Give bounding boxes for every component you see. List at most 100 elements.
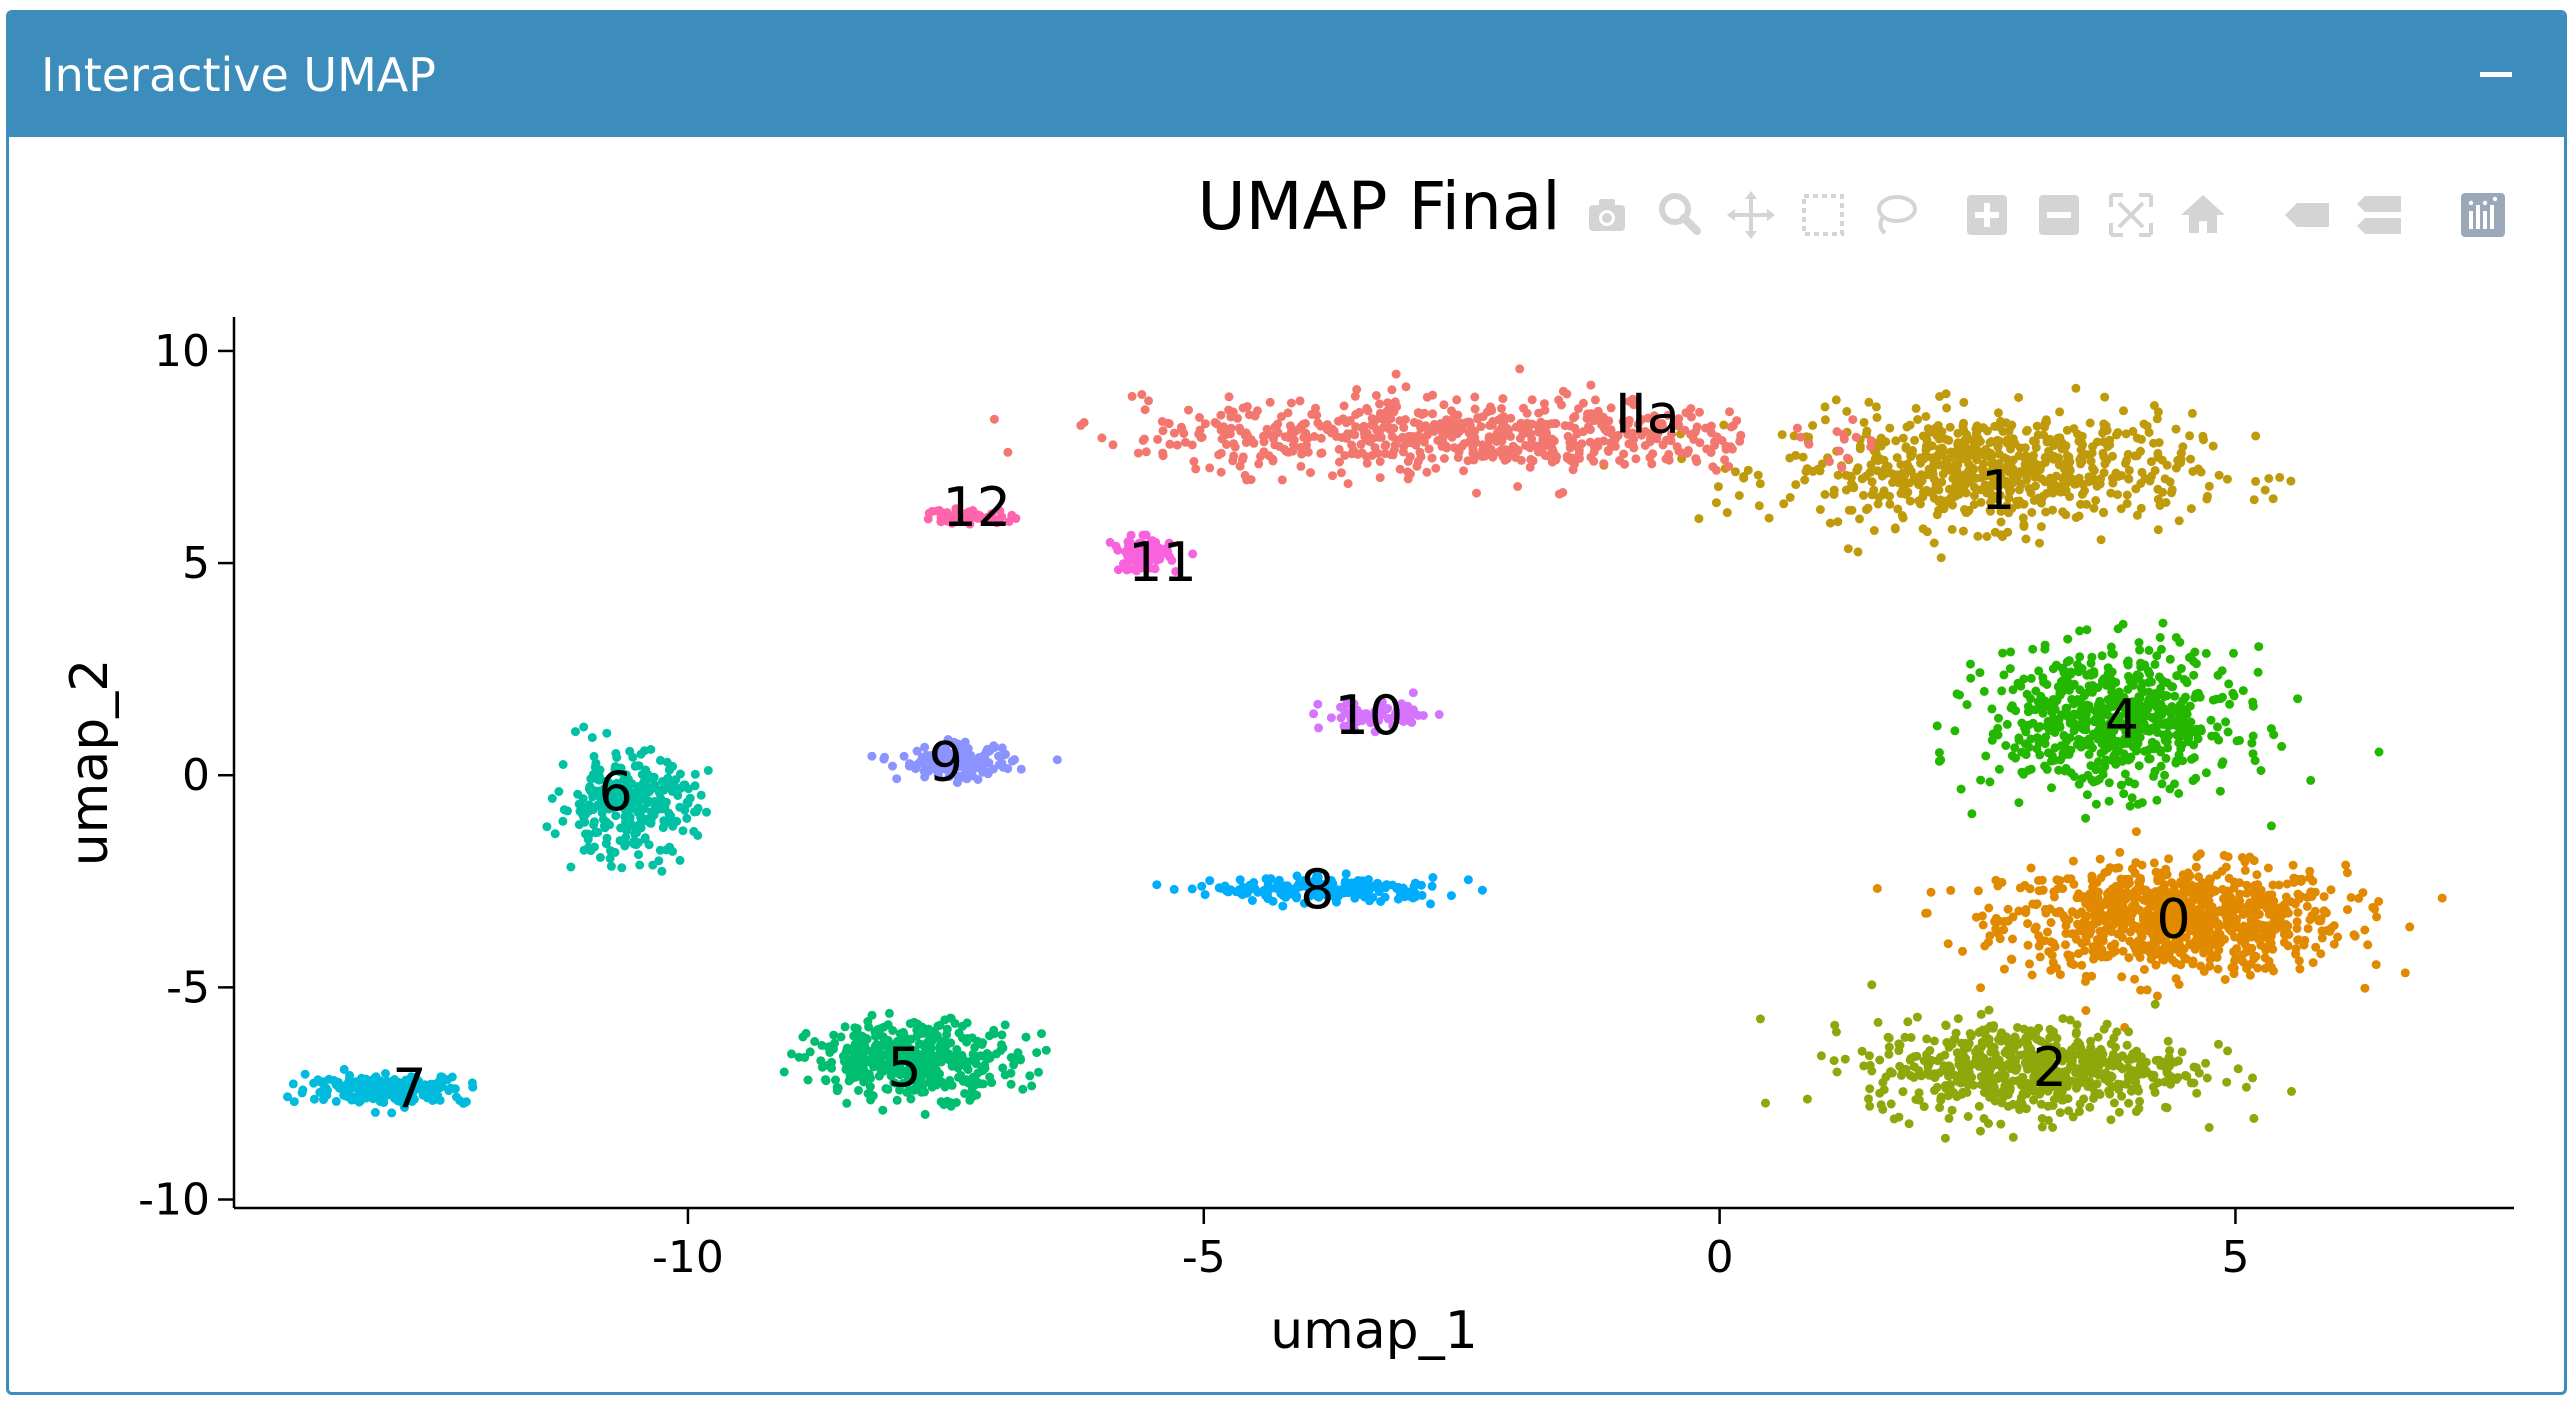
data-point [2095, 854, 2105, 864]
data-point [2110, 939, 2120, 949]
data-point [2177, 740, 2187, 750]
data-point [1904, 1119, 1914, 1129]
umap-scatter-plot[interactable]: UMAP Final-10 -5 0 5-10-50510umap_1umap_201… [9, 137, 2564, 1392]
data-point [2230, 932, 2240, 942]
data-point [884, 1008, 894, 1018]
data-point [2266, 724, 2276, 734]
cluster-9-points[interactable] [867, 735, 1062, 788]
data-point [283, 1092, 292, 1102]
data-point [2072, 1083, 2081, 1093]
data-point [2317, 933, 2327, 943]
data-point [2158, 676, 2168, 686]
data-point [1943, 1091, 1953, 1101]
data-point [1825, 518, 1835, 528]
data-point [2046, 1025, 2056, 1035]
data-point [2370, 904, 2380, 914]
data-point [1937, 443, 1947, 453]
data-point [2022, 1035, 2032, 1045]
data-point [2032, 899, 2042, 909]
collapse-button[interactable] [2478, 55, 2514, 91]
data-point [1973, 434, 1983, 444]
data-point [2226, 905, 2236, 915]
data-point [1921, 412, 1931, 421]
data-point [2204, 896, 2214, 906]
data-point [2172, 1075, 2181, 1084]
data-point [452, 1092, 461, 1102]
data-point [1879, 1085, 1889, 1095]
data-point [1423, 424, 1433, 434]
data-point [2103, 889, 2112, 899]
data-point [2118, 946, 2128, 956]
data-point [2046, 918, 2056, 927]
data-point [2253, 963, 2263, 973]
data-point [2034, 876, 2043, 885]
data-point [2006, 460, 2016, 470]
data-point [2089, 503, 2099, 513]
data-point [1959, 470, 1969, 480]
data-point [2173, 455, 2183, 465]
data-point [1976, 1080, 1986, 1090]
data-point [2041, 507, 2051, 517]
data-point [1498, 394, 1508, 404]
data-point [2023, 940, 2033, 950]
data-point [1296, 461, 1306, 471]
data-point [1970, 491, 1979, 501]
data-point [2130, 451, 2140, 461]
data-point [1732, 416, 1742, 426]
data-point [2087, 971, 2097, 981]
data-point [2186, 454, 2195, 464]
data-point [2048, 957, 2058, 967]
data-point [1242, 402, 1252, 411]
data-point [1259, 431, 1268, 441]
data-point [2014, 906, 2024, 916]
data-point [2240, 909, 2250, 918]
data-point [888, 761, 897, 771]
data-point [2081, 931, 2091, 941]
data-point [571, 727, 580, 737]
data-point [2113, 471, 2123, 481]
data-point [2096, 873, 2106, 883]
data-point [2306, 887, 2316, 897]
cluster-1-points[interactable] [1599, 383, 2296, 563]
umap-panel: Interactive UMAP UMAP Final -10 -5 0 5 -10 -5 0… [6, 10, 2567, 1395]
data-point [1488, 452, 1498, 462]
data-point [946, 1101, 956, 1111]
data-point [1376, 897, 1386, 906]
data-point [2150, 999, 2160, 1009]
cluster-4-points[interactable] [1932, 618, 2384, 831]
data-point [1229, 451, 1239, 461]
data-point [2069, 879, 2079, 889]
data-point [2135, 953, 2145, 962]
data-point [2019, 674, 2029, 684]
data-point [2171, 463, 2181, 473]
data-point [2232, 899, 2242, 909]
cluster-7-points[interactable] [283, 1064, 478, 1118]
data-point [2075, 1050, 2085, 1060]
data-point [963, 767, 973, 777]
data-point [636, 749, 646, 759]
data-point [1966, 673, 1976, 683]
data-point [2165, 902, 2175, 912]
data-point [1986, 469, 1996, 479]
cluster-2-points[interactable] [1755, 980, 2296, 1143]
data-point [2208, 916, 2218, 926]
data-point [936, 1036, 946, 1046]
data-point [2256, 885, 2266, 895]
data-point [1998, 426, 2008, 436]
data-point [2325, 926, 2335, 936]
data-point [1993, 441, 2003, 451]
cluster-0-points[interactable] [1872, 827, 2447, 1032]
data-point [1843, 544, 1853, 554]
data-point [1947, 1105, 1957, 1115]
data-point [2108, 1050, 2118, 1059]
data-point [1994, 713, 2003, 723]
data-point [2142, 421, 2152, 431]
data-point [2139, 965, 2149, 974]
data-point [1052, 755, 1062, 765]
data-point [1140, 405, 1150, 415]
data-point [1340, 883, 1350, 893]
data-point [2057, 676, 2067, 686]
plot-area[interactable]: UMAP Final -10 -5 0 5 -10 -5 0 5 10 umap_1 umap_2 0 1… [9, 137, 2564, 1392]
data-point [1867, 477, 1877, 487]
data-point [2028, 718, 2038, 728]
